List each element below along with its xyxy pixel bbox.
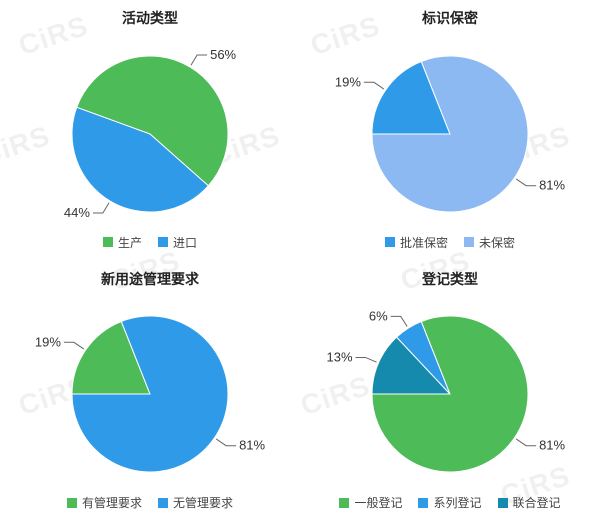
legend-swatch — [418, 498, 428, 508]
leader-line — [516, 439, 536, 446]
legend-label: 进口 — [173, 234, 197, 251]
slice-label: 44% — [64, 205, 90, 220]
leader-line — [516, 179, 536, 186]
legend-swatch — [158, 237, 168, 247]
legend-item: 未保密 — [464, 234, 515, 251]
slice-label: 81% — [539, 438, 565, 453]
legend-item: 有管理要求 — [67, 494, 142, 511]
slice-label: 56% — [210, 47, 236, 62]
panel-registration-type: 登记类型 13% 6% 81% 一般登记 系列登记 联合登记 — [300, 261, 600, 521]
legend-swatch — [103, 237, 113, 247]
legend-label: 系列登记 — [433, 494, 481, 511]
legend-item: 批准保密 — [385, 234, 448, 251]
legend-swatch — [464, 237, 474, 247]
pie-chart: 13% 6% 81% — [320, 297, 580, 487]
slice-label: 6% — [369, 309, 388, 324]
pie-wrap: 13% 6% 81% — [308, 295, 592, 491]
leader-line — [64, 343, 84, 350]
panel-confidentiality: 标识保密 19% 81% 批准保密 未保密 — [300, 0, 600, 261]
legend-label: 联合登记 — [513, 494, 561, 511]
legend-item: 生产 — [103, 234, 142, 251]
legend-item: 联合登记 — [498, 494, 561, 511]
pie-wrap: 56% 44% — [8, 34, 292, 230]
pie-chart: 19% 81% — [20, 297, 280, 487]
legend-label: 生产 — [118, 234, 142, 251]
legend-label: 无管理要求 — [173, 494, 233, 511]
legend-label: 批准保密 — [400, 234, 448, 251]
chart-title: 新用途管理要求 — [101, 269, 199, 289]
pie-chart: 19% 81% — [320, 37, 580, 227]
leader-line — [364, 82, 384, 89]
legend: 一般登记 系列登记 联合登记 — [339, 490, 560, 517]
slice-label: 19% — [35, 335, 61, 350]
leader-line — [356, 358, 377, 363]
legend-swatch — [385, 237, 395, 247]
leader-line — [216, 439, 236, 446]
chart-title: 活动类型 — [122, 8, 178, 28]
legend-label: 未保密 — [479, 234, 515, 251]
legend-item: 进口 — [158, 234, 197, 251]
legend-item: 一般登记 — [339, 494, 402, 511]
chart-title: 标识保密 — [422, 8, 478, 28]
legend-label: 有管理要求 — [82, 494, 142, 511]
legend-swatch — [339, 498, 349, 508]
chart-title: 登记类型 — [422, 269, 478, 289]
legend-swatch — [158, 498, 168, 508]
legend-item: 无管理要求 — [158, 494, 233, 511]
legend: 有管理要求 无管理要求 — [67, 490, 233, 517]
pie-wrap: 19% 81% — [8, 295, 292, 491]
chart-grid: 活动类型 56% 44% 生产 进口 标识保密 19% 81% 批准保密 未保密 新用途… — [0, 0, 600, 521]
slice-label: 81% — [539, 177, 565, 192]
slice-label: 13% — [327, 350, 353, 365]
pie-chart: 56% 44% — [20, 37, 280, 227]
pie-wrap: 19% 81% — [308, 34, 592, 230]
panel-activity-type: 活动类型 56% 44% 生产 进口 — [0, 0, 300, 261]
legend-item: 系列登记 — [418, 494, 481, 511]
legend: 生产 进口 — [103, 230, 197, 257]
leader-line — [191, 55, 207, 65]
legend-swatch — [67, 498, 77, 508]
panel-new-use-mgmt: 新用途管理要求 19% 81% 有管理要求 无管理要求 — [0, 261, 300, 521]
legend: 批准保密 未保密 — [385, 230, 515, 257]
leader-line — [93, 202, 109, 212]
slice-label: 19% — [335, 74, 361, 89]
leader-line — [391, 317, 407, 327]
legend-swatch — [498, 498, 508, 508]
slice-label: 81% — [239, 438, 265, 453]
legend-label: 一般登记 — [354, 494, 402, 511]
